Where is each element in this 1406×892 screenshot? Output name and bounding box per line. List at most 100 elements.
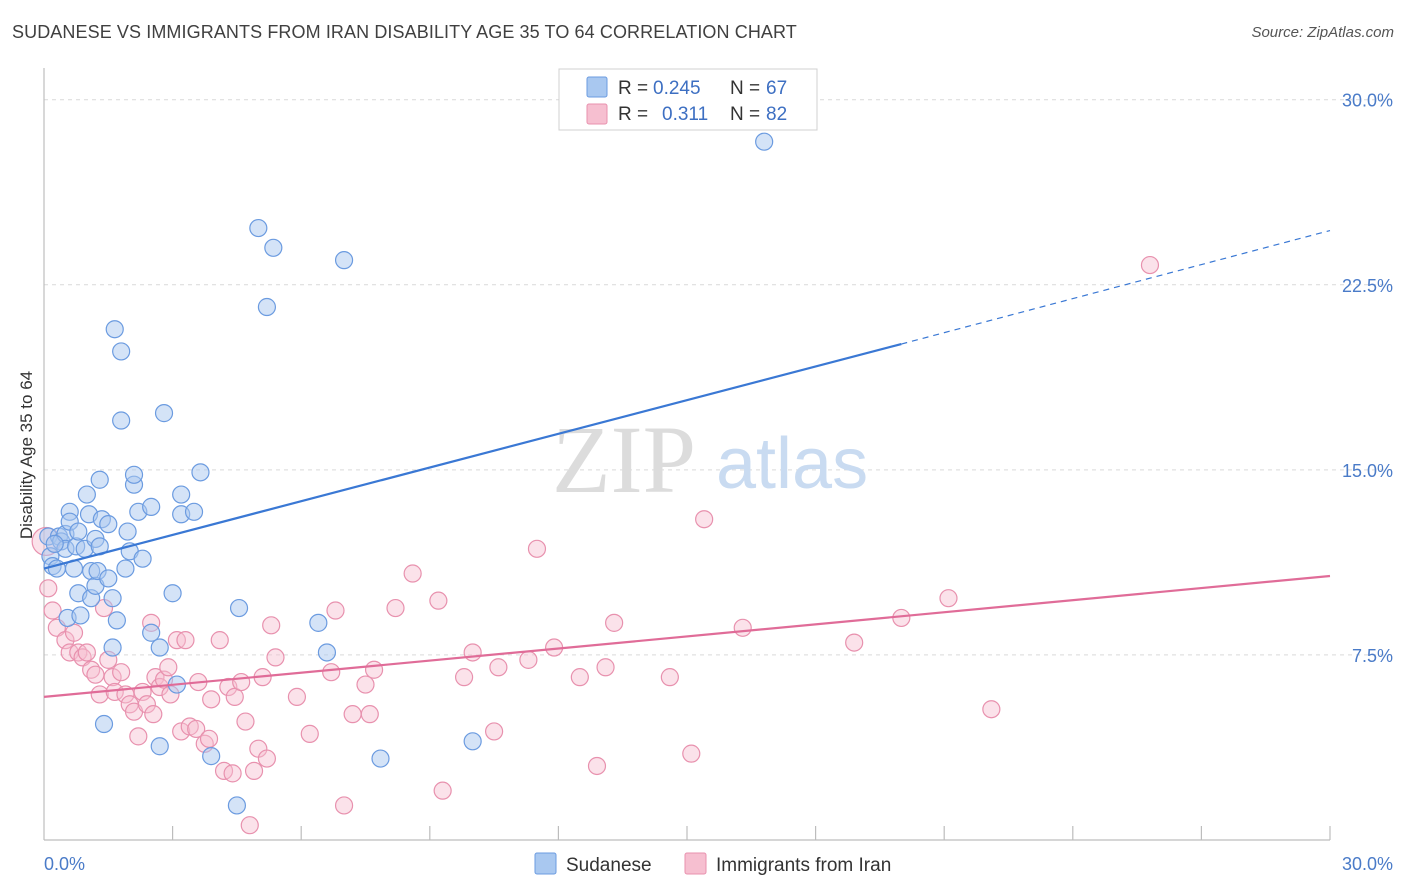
iran-point — [733, 618, 752, 637]
sudanese-point — [71, 606, 90, 625]
sudanese-point — [463, 732, 482, 751]
legend-r-value-sudanese: 0.245 — [653, 78, 701, 99]
iran-point — [343, 705, 362, 724]
sudanese-point — [309, 613, 328, 632]
sudanese-point — [124, 465, 144, 484]
iran-point — [223, 764, 242, 783]
iran-point — [112, 663, 131, 682]
iran-point — [364, 660, 384, 679]
legend-n-label-iran: N = — [730, 104, 760, 125]
iran-point — [236, 712, 255, 731]
sudanese-point — [77, 485, 96, 504]
x-tick-label-0: 0.0% — [44, 854, 85, 874]
iran-point — [90, 685, 109, 704]
iran-point — [210, 631, 229, 650]
iran-point — [322, 663, 341, 682]
iran-point — [77, 643, 96, 662]
watermark-zip: ZIP — [552, 406, 696, 513]
iran-point — [429, 591, 448, 610]
iran-point — [596, 658, 615, 677]
iran-point — [137, 695, 156, 714]
legend-n-value-sudanese: 67 — [766, 78, 787, 99]
iran-point — [360, 705, 379, 724]
iran-point — [334, 796, 354, 815]
iran-point — [240, 816, 259, 835]
sudanese-point — [105, 320, 124, 339]
iran-point — [403, 564, 422, 583]
bottom-legend-swatch-iran — [684, 852, 707, 875]
sudanese-point — [90, 470, 109, 489]
iran-point — [939, 589, 958, 608]
sudanese-point — [118, 522, 137, 541]
sudanese-point — [69, 522, 88, 541]
y-tick-label-0: 7.5% — [1352, 646, 1393, 666]
iran-point — [244, 761, 264, 781]
grid-lines — [44, 99, 1395, 656]
bottom-legend-label-sudanese: Sudanese — [566, 855, 652, 876]
sudanese-point — [150, 638, 169, 657]
bottom-legend-label-iran: Immigrants from Iran — [716, 855, 891, 876]
iran-point — [519, 650, 538, 669]
iran-point — [570, 668, 589, 687]
iran-point — [454, 668, 474, 687]
iran-point — [176, 631, 195, 650]
watermark: ZIP atlas — [552, 406, 868, 513]
sudanese-point — [142, 623, 161, 642]
iran-point — [527, 539, 547, 558]
iran-point — [287, 687, 307, 706]
sudanese-point — [103, 638, 122, 657]
sudanese-point — [142, 497, 161, 516]
iran-point — [232, 672, 251, 692]
iran-point — [144, 705, 163, 724]
sudanese-point — [116, 559, 135, 578]
iran-point — [695, 510, 714, 529]
iran-point — [199, 729, 219, 748]
y-tick-labels: 7.5% 15.0% 22.5% 30.0% — [1342, 91, 1393, 666]
sudanese-point — [172, 485, 191, 504]
sudanese-point — [184, 502, 204, 521]
legend-r-label-sudanese: R = — [618, 78, 648, 99]
series-immigrants-from-iran-points — [31, 255, 1160, 835]
sudanese-point — [257, 297, 277, 317]
iran-point — [326, 601, 345, 620]
sudanese-point — [249, 218, 268, 238]
y-tick-label-1: 15.0% — [1342, 461, 1393, 481]
iran-point — [1140, 255, 1160, 275]
sudanese-point — [99, 515, 118, 534]
sudanese-point — [229, 598, 249, 618]
axes — [43, 68, 1331, 841]
bottom-legend: Sudanese Immigrants from Iran — [534, 852, 891, 876]
sudanese-point — [191, 463, 210, 482]
bottom-legend-swatch-sudanese — [534, 852, 557, 875]
sudanese-trend-extension — [901, 229, 1331, 345]
sudanese-point — [317, 643, 337, 662]
iran-point — [682, 744, 701, 763]
iran-point — [489, 658, 508, 677]
sudanese-point — [103, 589, 122, 608]
y-tick-label-3: 30.0% — [1342, 91, 1393, 111]
iran-point — [159, 658, 178, 677]
sudanese-point — [154, 404, 174, 423]
legend-r-value-iran: 0.311 — [662, 104, 708, 125]
sudanese-point — [371, 749, 390, 768]
legend-n-value-iran: 82 — [766, 104, 787, 125]
iran-point — [266, 648, 285, 667]
legend-swatch-iran — [586, 103, 608, 125]
iran-point — [262, 616, 281, 635]
iran-point — [187, 719, 206, 739]
chart-source: Source: ZipAtlas.com — [1251, 24, 1394, 41]
watermark-atlas: atlas — [716, 424, 868, 504]
legend-swatch-sudanese — [586, 76, 608, 98]
sudanese-point — [202, 747, 221, 766]
iran-point — [300, 724, 319, 743]
iran-point — [129, 727, 148, 746]
legend-r-label-iran: R = — [618, 104, 648, 125]
sudanese-point — [107, 611, 126, 630]
iran-point — [386, 598, 405, 618]
sudanese-trend-line — [43, 342, 902, 570]
sudanese-point — [227, 796, 246, 815]
sudanese-point — [334, 251, 354, 270]
x-tick-labels: 0.0% 30.0% — [44, 854, 1393, 874]
sudanese-point — [112, 411, 131, 430]
sudanese-point — [150, 737, 169, 756]
